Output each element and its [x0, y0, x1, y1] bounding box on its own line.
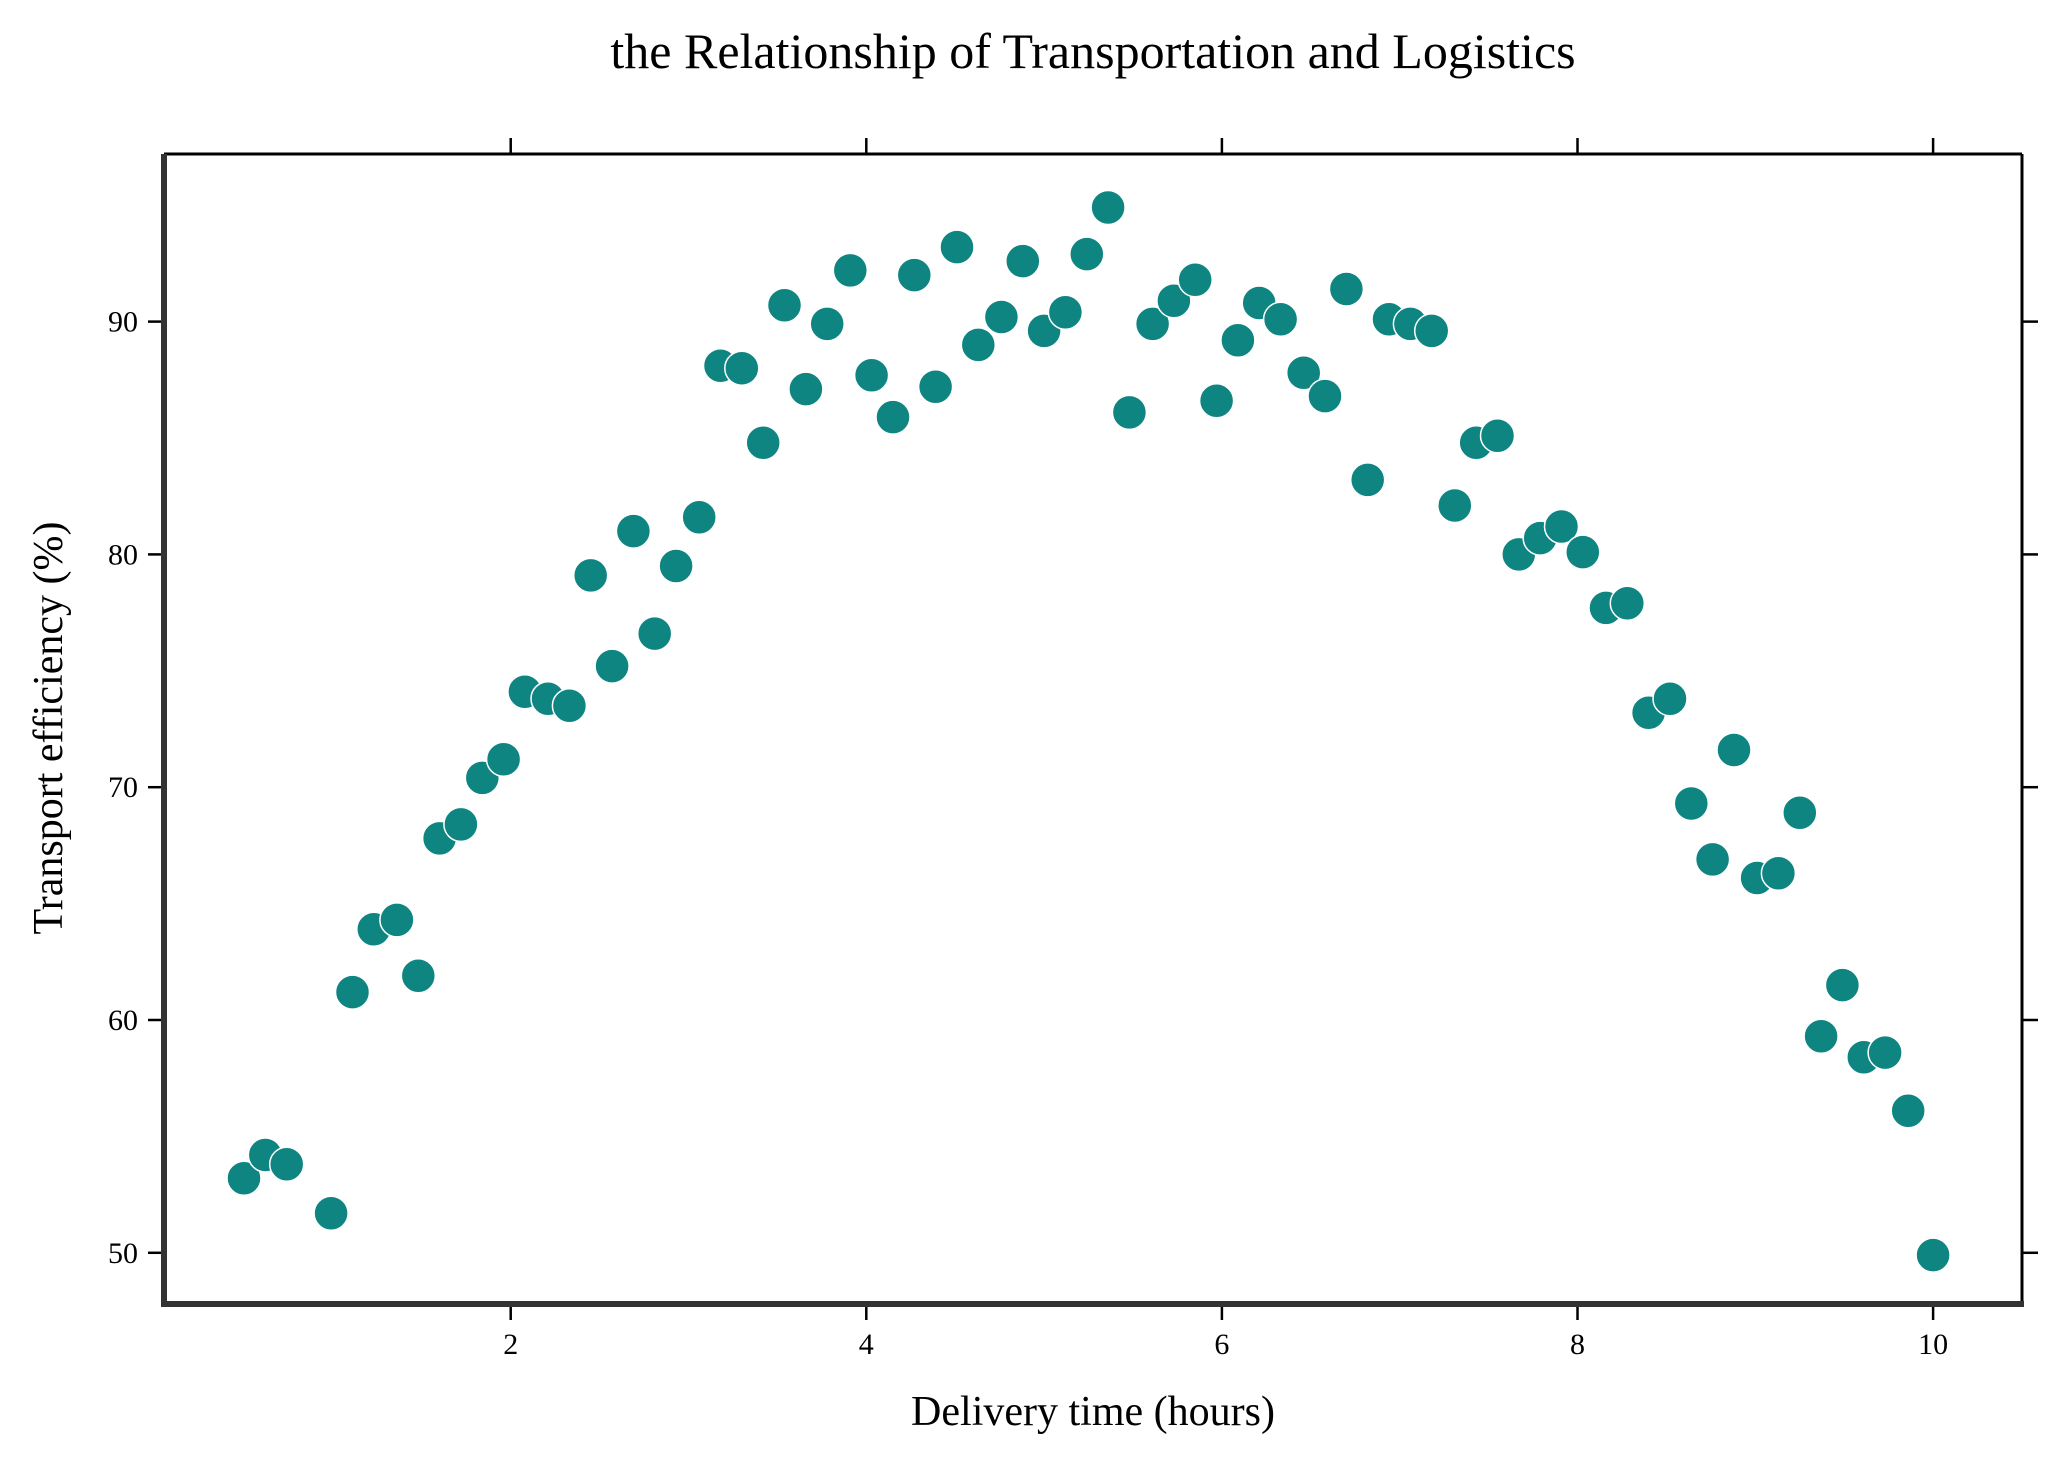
axis-ticks: 2 4 6 8 10 50 60 70 80 90: [108, 138, 2038, 1361]
scatter-point: [636, 615, 673, 652]
scatter-point: [1349, 462, 1386, 498]
scatter-point: [1760, 855, 1797, 892]
scatter-point: [1307, 378, 1343, 414]
scatter-point: [896, 257, 933, 293]
scatter-point: [1069, 236, 1105, 272]
x-tick-label: 10: [1918, 1328, 1948, 1361]
scatter-point: [875, 399, 911, 435]
scatter-point: [1824, 967, 1861, 1003]
scatter-point: [1177, 261, 1213, 298]
x-tick-label: 6: [1214, 1328, 1229, 1361]
scatter-point: [658, 548, 694, 584]
scatter-points: [226, 189, 1951, 1273]
scatter-point: [572, 557, 609, 594]
x-tick-label: 4: [859, 1328, 874, 1361]
scatter-point: [1479, 417, 1516, 454]
scatter-point: [960, 327, 997, 363]
scatter-point: [1694, 841, 1731, 878]
scatter-point: [313, 1195, 349, 1231]
scatter-point: [1134, 306, 1171, 342]
scatter-point: [443, 806, 479, 843]
scatter-point: [1609, 585, 1646, 622]
scatter-point: [1652, 680, 1688, 717]
scatter-point: [1156, 282, 1192, 319]
scatter-point: [1543, 508, 1580, 545]
scatter-point: [681, 499, 717, 535]
scatter-point: [1867, 1034, 1903, 1071]
scatter-point: [379, 902, 415, 938]
scatter-point: [1090, 189, 1126, 226]
scatter-point: [1005, 243, 1041, 279]
scatter-point: [226, 1160, 262, 1197]
scatter-point: [1328, 271, 1365, 307]
scatter-point: [594, 648, 630, 684]
y-tick-label: 60: [108, 1004, 138, 1037]
y-tick-label: 80: [108, 538, 138, 571]
scatter-point: [1437, 487, 1473, 524]
scatter-point: [1890, 1093, 1926, 1129]
scatter-point: [853, 357, 890, 393]
scatter-point: [809, 306, 845, 342]
scatter-point: [485, 741, 522, 778]
scatter-point: [1673, 785, 1710, 822]
scatter-point: [1220, 322, 1256, 358]
scatter-point: [551, 687, 588, 724]
scatter-point: [1565, 534, 1601, 570]
chart-title: the Relationship of Transportation and L…: [610, 23, 1575, 79]
scatter-point: [724, 350, 760, 386]
scatter-point: [766, 287, 803, 324]
y-tick-label: 70: [108, 771, 138, 804]
scatter-point: [1803, 1018, 1839, 1055]
scatter-point: [1262, 301, 1299, 338]
scatter-point: [745, 424, 781, 461]
scatter-point: [1047, 294, 1084, 331]
scatter-point: [400, 958, 437, 994]
scatter-point: [334, 974, 371, 1010]
x-tick-label: 8: [1570, 1328, 1585, 1361]
scatter-point: [1782, 795, 1818, 831]
scatter-point: [1716, 732, 1752, 768]
scatter-point: [268, 1146, 305, 1183]
scatter-point: [788, 371, 824, 407]
x-tick-label: 2: [503, 1328, 518, 1361]
scatter-point: [1198, 383, 1235, 419]
x-axis-label: Delivery time (hours): [911, 1389, 1275, 1435]
scatter-point: [983, 299, 1020, 335]
scatter-point: [1285, 355, 1322, 391]
scatter-point: [832, 252, 869, 289]
y-tick-label: 90: [108, 306, 138, 339]
y-axis-label: Transport efficiency (%): [26, 522, 72, 935]
scatter-point: [939, 229, 975, 265]
scatter-point: [917, 369, 954, 405]
scatter-point: [615, 513, 652, 549]
scatter-point: [1413, 313, 1450, 349]
y-tick-label: 50: [108, 1237, 138, 1270]
scatter-point: [1111, 394, 1148, 431]
scatter-point: [1915, 1237, 1951, 1273]
